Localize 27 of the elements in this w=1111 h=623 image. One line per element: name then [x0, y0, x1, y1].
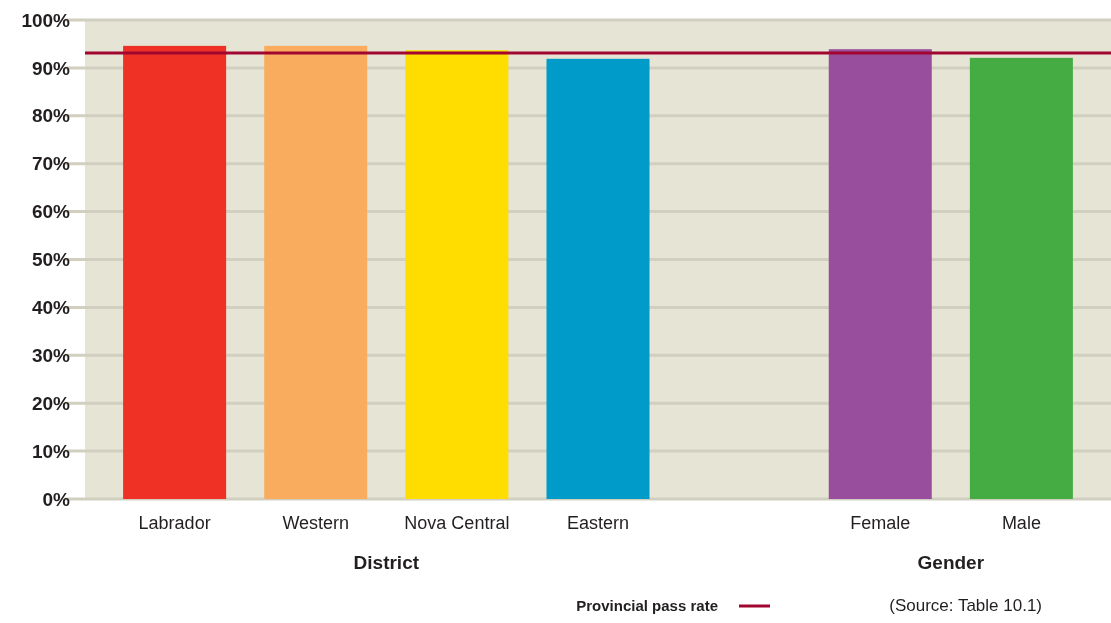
x-tick-label: Female [850, 513, 911, 533]
bar [969, 57, 1073, 499]
bar [123, 45, 227, 499]
y-tick-label: 70% [31, 153, 71, 175]
text: District [353, 552, 420, 573]
y-tick-label: 80% [31, 105, 71, 127]
y-tick-label: 60% [31, 201, 71, 223]
x-tick-label: Nova Central [404, 513, 510, 533]
y-tick-label: 100% [21, 9, 71, 31]
y-tick-label: 10% [31, 440, 71, 462]
x-tick-label: Male [1001, 513, 1041, 533]
y-tick-label: 40% [31, 297, 71, 319]
text: Gender [917, 552, 985, 573]
bar [405, 50, 509, 499]
y-tick-label: 50% [31, 249, 71, 271]
y-tick-label: 20% [31, 392, 71, 414]
x-tick-label: Labrador [138, 513, 211, 533]
x-tick-label: Eastern [566, 513, 630, 533]
bar [546, 58, 650, 499]
y-tick-label: 0% [42, 488, 71, 510]
bar [264, 45, 368, 499]
text: (Source: Table 10.1) [889, 596, 1042, 615]
bar [828, 49, 932, 499]
legend-label: Provincial pass rate [576, 597, 718, 614]
y-tick-label: 90% [31, 57, 71, 79]
y-tick-label: 30% [31, 344, 71, 366]
x-tick-label: Western [282, 513, 350, 533]
